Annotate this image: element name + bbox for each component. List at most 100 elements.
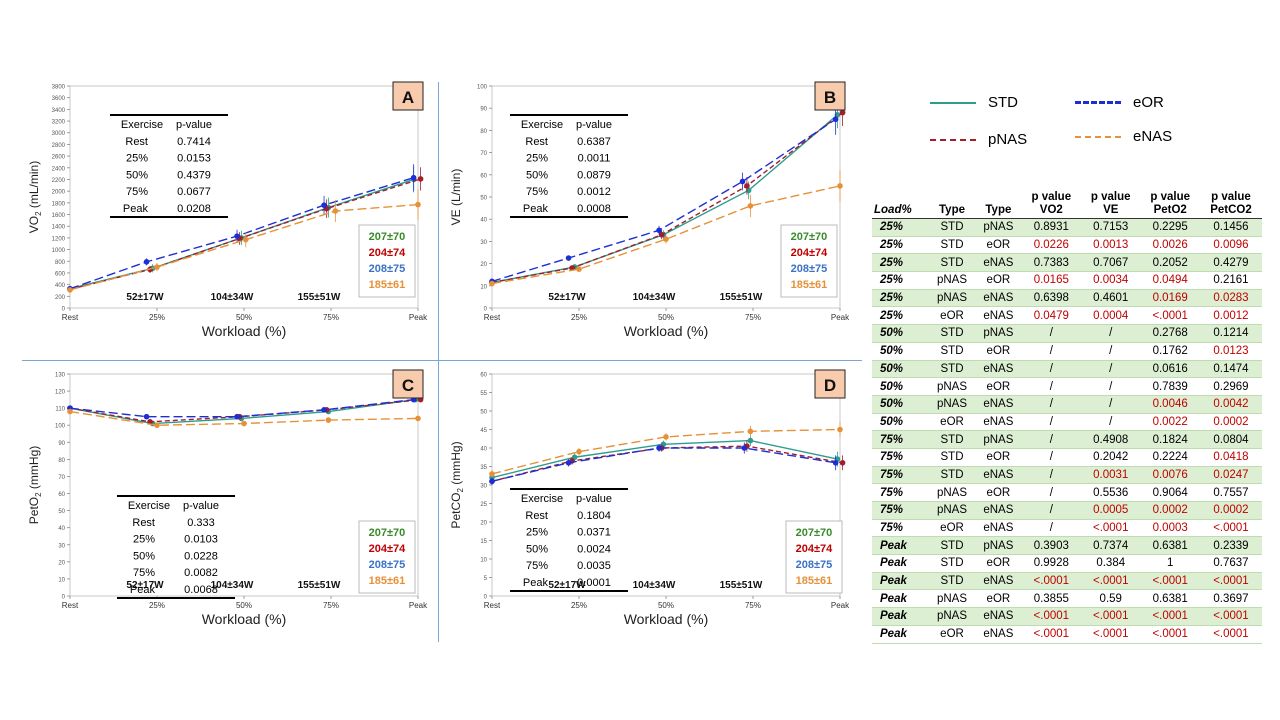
series-legend: STD eOR pNAS eNAS xyxy=(925,88,1225,168)
pvalue-row-value: 0.1804 xyxy=(577,510,611,522)
table-row: Peak pNAS eNAS <.0001 <.0001 <.0001 <.0001 xyxy=(872,607,1262,626)
cell-type-2: eNAS xyxy=(975,306,1022,326)
cell-pvalue: 0.7067 xyxy=(1081,253,1141,273)
cell-pvalue: / xyxy=(1081,342,1141,361)
x-tick-label: Peak xyxy=(831,313,850,322)
panel-letter: D xyxy=(824,376,836,395)
x-tick-label: Peak xyxy=(831,601,850,610)
data-point-eor xyxy=(832,116,839,123)
table-row: 25% pNAS eOR 0.0165 0.0034 0.0494 0.2161 xyxy=(872,271,1262,290)
legend-line-eor xyxy=(1075,101,1121,104)
pvalue-row-value: 0.6387 xyxy=(577,136,611,148)
cell-type-2: pNAS xyxy=(975,218,1022,237)
y-tick-label: 200 xyxy=(55,295,66,301)
cell-type-2: eNAS xyxy=(975,413,1022,432)
legend-line-pnas xyxy=(930,138,976,141)
y-axis-label: PetO2 (mmHg) xyxy=(27,446,43,524)
cell-type-1: eOR xyxy=(928,306,976,326)
y-tick-label: 60 xyxy=(58,492,65,498)
x-axis-label: Workload (%) xyxy=(202,323,287,339)
cell-type-2: eOR xyxy=(975,236,1022,255)
legend-line-enas xyxy=(1075,135,1121,138)
cell-pvalue: 0.384 xyxy=(1081,554,1141,573)
cell-pvalue: 0.1762 xyxy=(1140,342,1200,361)
cell-type-1: STD xyxy=(928,253,976,273)
x-tick-label: 25% xyxy=(571,313,587,322)
cell-load: 25% xyxy=(872,289,929,308)
header-p-ve: p value VE xyxy=(1081,190,1141,219)
x-tick-label: 50% xyxy=(236,601,252,610)
cell-pvalue: 1 xyxy=(1140,554,1200,573)
legend-item-pnas: pNAS xyxy=(930,131,1027,148)
cell-pvalue: / xyxy=(1021,377,1082,396)
y-tick-label: 3800 xyxy=(52,85,66,91)
data-point-pnas xyxy=(658,231,665,238)
y-tick-label: 2000 xyxy=(52,190,66,196)
pvalue-row-exercise: 25% xyxy=(526,527,548,539)
data-point-enas xyxy=(576,448,582,455)
cell-pvalue: / xyxy=(1081,395,1141,414)
y-tick-label: 80 xyxy=(58,458,65,464)
cell-load: Peak xyxy=(872,536,929,556)
cell-pvalue: / xyxy=(1021,360,1082,379)
y-tick-label: 1800 xyxy=(52,201,66,207)
pvalue-header-exercise: Exercise xyxy=(521,493,563,505)
panel-divider-horizontal xyxy=(22,360,862,361)
group-size-label: 208±75 xyxy=(791,263,828,275)
pvalue-row-value: 0.7414 xyxy=(177,136,211,148)
data-point-eor xyxy=(143,413,150,420)
cell-pvalue: 0.0046 xyxy=(1140,395,1200,414)
cell-pvalue: 0.0031 xyxy=(1081,466,1141,485)
table-row: 50% pNAS eNAS //0.0046 0.0042 xyxy=(872,395,1262,414)
cell-pvalue: 0.7557 xyxy=(1199,483,1262,502)
group-size-label: 204±74 xyxy=(796,543,834,555)
cell-pvalue: 0.0494 xyxy=(1140,271,1200,290)
y-tick-label: 2200 xyxy=(52,178,66,184)
y-tick-label: 60 xyxy=(480,373,487,379)
data-point-pnas xyxy=(839,109,846,116)
pvalue-row-value: 0.0068 xyxy=(184,584,218,596)
group-size-label: 207±70 xyxy=(796,527,833,539)
y-tick-label: 30 xyxy=(58,543,65,549)
panel-letter-box xyxy=(814,369,846,399)
data-point-eor xyxy=(565,255,572,261)
chart-panel-c: 0 10 20 30 40 50 60 70 80 90 100 110 120 130 Rest 25% 50… xyxy=(22,366,436,646)
table-row: 75% pNAS eOR/0.5536 0.9064 0.7557 xyxy=(872,483,1262,502)
table-row: 75% eOR eNAS / <.0001 0.0003 <.0001 xyxy=(872,519,1262,538)
cell-load: 50% xyxy=(872,360,929,379)
cell-pvalue: 0.0042 xyxy=(1199,395,1262,414)
cell-pvalue: / xyxy=(1021,342,1082,361)
cell-pvalue: 0.0169 xyxy=(1140,289,1200,308)
cell-pvalue: <.0001 xyxy=(1021,607,1082,626)
y-tick-label: 45 xyxy=(480,428,487,434)
cell-type-2: eOR xyxy=(975,448,1022,467)
y-tick-label: 40 xyxy=(480,447,487,453)
y-tick-label: 50 xyxy=(480,410,487,416)
cell-load: 50% xyxy=(872,413,929,432)
x-tick-label: Peak xyxy=(409,313,428,322)
cell-pvalue: 0.4279 xyxy=(1199,253,1262,273)
x-tick-label: Rest xyxy=(62,601,79,610)
cell-load: 50% xyxy=(872,377,929,396)
data-point-enas xyxy=(747,428,754,435)
y-tick-label: 25 xyxy=(480,502,487,508)
y-tick-label: 2800 xyxy=(52,143,66,149)
y-tick-label: 3400 xyxy=(52,108,66,114)
pvalue-row-exercise: Peak xyxy=(523,577,549,589)
cell-pvalue: 0.0012 xyxy=(1199,306,1262,326)
cell-pvalue: <.0001 xyxy=(1081,519,1141,538)
pvalue-row-value: 0.4379 xyxy=(177,169,211,181)
data-point-enas xyxy=(489,280,495,287)
cell-load: Peak xyxy=(872,625,929,644)
cell-load: 25% xyxy=(872,253,929,273)
cell-pvalue: 0.7839 xyxy=(1140,377,1200,396)
cell-load: 75% xyxy=(872,430,929,449)
workload-watt-label: 104±34W xyxy=(633,580,676,591)
panel-letter: A xyxy=(402,88,414,107)
cell-type-2: eNAS xyxy=(975,519,1022,538)
workload-watt-label: 155±51W xyxy=(720,292,763,303)
legend-label-enas: eNAS xyxy=(1133,128,1173,145)
group-size-box xyxy=(785,520,843,594)
cell-pvalue: 0.7637 xyxy=(1199,554,1262,573)
pvalue-row-value: 0.0082 xyxy=(184,567,218,579)
